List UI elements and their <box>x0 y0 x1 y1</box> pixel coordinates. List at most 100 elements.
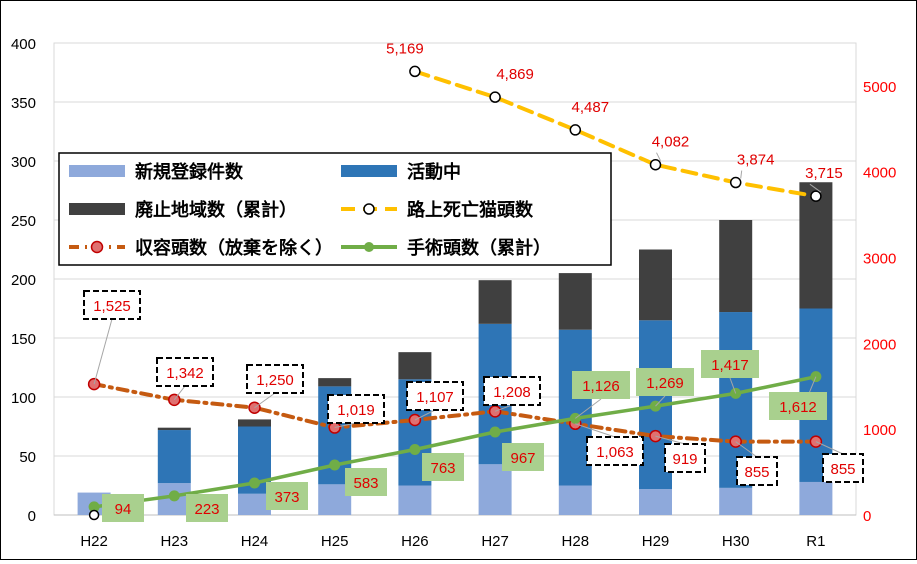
leader-line <box>655 435 686 445</box>
legend-label: 手術頭数（累計） <box>407 237 551 258</box>
series-point <box>810 190 822 202</box>
bar <box>398 485 432 515</box>
series-point <box>489 91 501 103</box>
data-label: 583 <box>353 475 378 492</box>
bar <box>799 182 833 309</box>
series-point <box>649 158 662 171</box>
left-axis-tick-label: 150 <box>11 331 36 348</box>
legend-marker <box>363 203 375 215</box>
series-point <box>729 176 742 189</box>
right-axis-tick-label: 3000 <box>863 251 896 268</box>
series-point <box>409 444 421 456</box>
bar <box>478 464 512 515</box>
legend-label: 新規登録件数 <box>135 161 244 182</box>
legend-label: 活動中 <box>407 161 461 182</box>
axes: 0501001502002503003504000100020003000400… <box>11 36 896 550</box>
left-axis-tick-label: 400 <box>11 36 36 53</box>
leader-line <box>729 377 737 394</box>
label-box <box>701 350 759 378</box>
data-label: 1,342 <box>166 365 204 382</box>
legend-label: 廃止地域数（累計） <box>135 199 297 220</box>
leader-line <box>735 441 758 458</box>
label-box <box>345 468 387 496</box>
data-label: 1,525 <box>93 298 131 315</box>
label-box <box>586 436 644 466</box>
data-label: 1,019 <box>337 402 375 419</box>
data-label: 94 <box>115 501 132 518</box>
lines <box>87 65 823 521</box>
legend-label: 路上死亡猫頭数 <box>407 199 534 220</box>
data-label: 3,874 <box>737 152 775 169</box>
bar <box>799 481 833 515</box>
data-label: 4,082 <box>652 134 690 151</box>
legend-label: 収容頭数（放棄を除く） <box>135 237 333 258</box>
leader-line <box>656 152 661 161</box>
leader-line <box>655 395 666 407</box>
data-label: 1,417 <box>711 357 749 374</box>
data-label: 967 <box>510 450 535 467</box>
series-line <box>92 382 818 444</box>
data-label: 4,869 <box>496 66 534 83</box>
data-label: 855 <box>830 461 855 478</box>
bar <box>639 489 672 515</box>
legend-marker <box>90 240 104 254</box>
series-point <box>409 65 421 78</box>
data-label: 855 <box>744 464 769 481</box>
data-label: 4,487 <box>572 99 610 116</box>
leader-line <box>494 404 513 412</box>
bar <box>558 273 592 330</box>
leader-line <box>809 183 822 193</box>
leader-line <box>740 170 743 179</box>
left-axis-tick-label: 50 <box>19 449 36 466</box>
labels: 5,169 4,869 4,487 4,082 3,874 3,715 1,525 1,342… <box>83 40 864 522</box>
label-box <box>572 371 630 399</box>
data-label: 1,250 <box>256 372 294 389</box>
x-axis-tick-label: H28 <box>562 533 590 550</box>
right-axis-tick-label: 1000 <box>863 422 896 439</box>
bar <box>238 493 271 515</box>
series-point <box>249 477 260 489</box>
left-axis-tick-label: 0 <box>28 508 36 525</box>
right-axis-tick-label: 2000 <box>863 336 896 353</box>
legend-marker <box>364 242 374 252</box>
bar <box>318 378 352 387</box>
bar <box>478 280 512 324</box>
x-axis-tick-label: H27 <box>481 533 509 550</box>
left-axis-tick-label: 100 <box>11 390 36 407</box>
leader-line <box>815 441 844 455</box>
label-box <box>156 357 214 387</box>
leader-line <box>575 423 616 438</box>
label-box <box>186 494 228 522</box>
label-box <box>266 482 308 510</box>
x-axis-tick-label: H29 <box>642 533 670 550</box>
label-box <box>636 368 694 396</box>
leader-line <box>414 409 436 421</box>
right-axis-tick-label: 4000 <box>863 165 896 182</box>
label-box <box>736 456 778 486</box>
label-box <box>246 364 304 394</box>
left-axis-tick-label: 250 <box>11 213 36 230</box>
bar <box>157 430 191 484</box>
data-label: 1,107 <box>416 389 454 406</box>
series-line <box>92 374 818 509</box>
label-box <box>406 381 464 411</box>
leader-line <box>254 392 276 409</box>
data-label: 3,715 <box>805 165 843 182</box>
x-axis-tick-label: H25 <box>321 533 349 550</box>
legend-box <box>58 152 612 266</box>
data-label: 1,612 <box>779 399 817 416</box>
left-axis-tick-label: 350 <box>11 95 36 112</box>
bar <box>558 485 592 515</box>
data-label: 1,126 <box>582 378 620 395</box>
legend-swatch <box>69 165 125 177</box>
label-box <box>83 290 141 320</box>
bar <box>157 427 191 431</box>
bar <box>238 419 271 427</box>
series-point <box>489 426 501 438</box>
data-label: 1,063 <box>596 444 634 461</box>
right-axis-tick-label: 0 <box>863 508 871 525</box>
label-box <box>502 443 544 471</box>
data-label: 5,169 <box>386 40 424 57</box>
data-label: 1,269 <box>646 375 684 392</box>
